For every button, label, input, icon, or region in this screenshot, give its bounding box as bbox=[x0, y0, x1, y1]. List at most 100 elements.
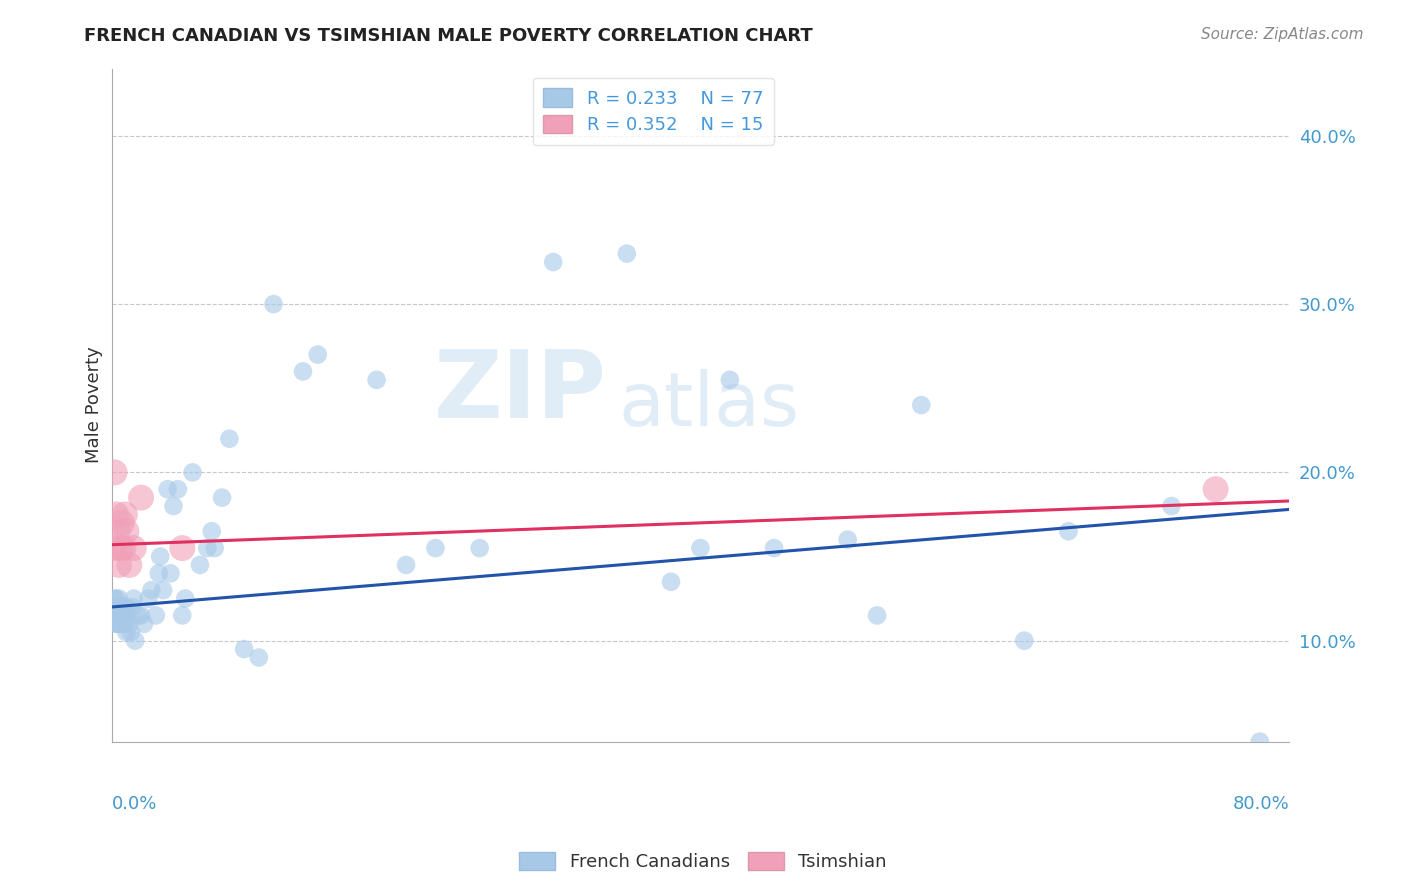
Point bbox=[121, 599, 143, 614]
Point bbox=[124, 633, 146, 648]
Point bbox=[425, 541, 447, 555]
Point bbox=[1205, 482, 1227, 496]
Point bbox=[1160, 499, 1182, 513]
Point bbox=[201, 524, 224, 539]
Point bbox=[616, 246, 638, 260]
Point bbox=[115, 524, 138, 539]
Point bbox=[115, 599, 138, 614]
Point bbox=[101, 599, 124, 614]
Point bbox=[307, 348, 329, 362]
Point bbox=[763, 541, 786, 555]
Point bbox=[118, 558, 141, 572]
Text: atlas: atlas bbox=[619, 368, 799, 442]
Point bbox=[541, 255, 564, 269]
Point bbox=[211, 491, 233, 505]
Point bbox=[162, 499, 184, 513]
Text: ZIP: ZIP bbox=[433, 345, 606, 438]
Point bbox=[659, 574, 682, 589]
Point bbox=[148, 566, 170, 581]
Y-axis label: Male Poverty: Male Poverty bbox=[86, 347, 103, 464]
Point bbox=[152, 583, 174, 598]
Point bbox=[156, 482, 179, 496]
Point bbox=[366, 373, 388, 387]
Point bbox=[105, 608, 128, 623]
Point bbox=[218, 432, 240, 446]
Point bbox=[114, 508, 136, 522]
Point bbox=[120, 625, 142, 640]
Point bbox=[105, 616, 128, 631]
Point bbox=[108, 591, 131, 606]
Text: 0.0%: 0.0% bbox=[111, 796, 157, 814]
Point bbox=[145, 608, 167, 623]
Point bbox=[172, 608, 194, 623]
Point bbox=[117, 608, 139, 623]
Point bbox=[114, 608, 136, 623]
Point bbox=[111, 616, 134, 631]
Point bbox=[111, 608, 134, 623]
Point bbox=[127, 608, 149, 623]
Point bbox=[122, 591, 145, 606]
Point bbox=[103, 591, 125, 606]
Point bbox=[110, 616, 132, 631]
Point bbox=[1249, 734, 1271, 748]
Legend: R = 0.233    N = 77, R = 0.352    N = 15: R = 0.233 N = 77, R = 0.352 N = 15 bbox=[533, 78, 775, 145]
Point bbox=[112, 599, 135, 614]
Point bbox=[122, 541, 145, 555]
Point bbox=[107, 524, 129, 539]
Point bbox=[138, 591, 160, 606]
Point bbox=[101, 541, 124, 555]
Point bbox=[247, 650, 270, 665]
Point bbox=[105, 599, 128, 614]
Point bbox=[115, 625, 138, 640]
Text: Source: ZipAtlas.com: Source: ZipAtlas.com bbox=[1201, 27, 1364, 42]
Point bbox=[101, 608, 124, 623]
Point bbox=[395, 558, 418, 572]
Point bbox=[910, 398, 932, 412]
Point bbox=[103, 466, 125, 480]
Point bbox=[107, 616, 129, 631]
Point bbox=[108, 616, 131, 631]
Point bbox=[468, 541, 491, 555]
Point bbox=[108, 608, 131, 623]
Point bbox=[689, 541, 711, 555]
Point bbox=[112, 608, 135, 623]
Point bbox=[110, 541, 132, 555]
Point bbox=[114, 616, 136, 631]
Point bbox=[172, 541, 194, 555]
Text: 80.0%: 80.0% bbox=[1233, 796, 1289, 814]
Point bbox=[195, 541, 218, 555]
Point bbox=[181, 466, 204, 480]
Point bbox=[129, 491, 152, 505]
Point bbox=[188, 558, 211, 572]
Point bbox=[159, 566, 181, 581]
Text: FRENCH CANADIAN VS TSIMSHIAN MALE POVERTY CORRELATION CHART: FRENCH CANADIAN VS TSIMSHIAN MALE POVERT… bbox=[84, 27, 813, 45]
Legend: French Canadians, Tsimshian: French Canadians, Tsimshian bbox=[512, 845, 894, 879]
Point bbox=[103, 599, 125, 614]
Point bbox=[118, 616, 141, 631]
Point bbox=[174, 591, 197, 606]
Point bbox=[837, 533, 859, 547]
Point bbox=[132, 616, 155, 631]
Point bbox=[107, 608, 129, 623]
Point bbox=[1057, 524, 1080, 539]
Point bbox=[111, 516, 134, 530]
Point bbox=[167, 482, 190, 496]
Point bbox=[204, 541, 226, 555]
Point bbox=[718, 373, 741, 387]
Point bbox=[233, 642, 256, 657]
Point bbox=[141, 583, 163, 598]
Point bbox=[149, 549, 172, 564]
Point bbox=[108, 558, 131, 572]
Point bbox=[105, 591, 128, 606]
Point bbox=[292, 364, 315, 378]
Point bbox=[105, 508, 128, 522]
Point bbox=[866, 608, 889, 623]
Point bbox=[108, 599, 131, 614]
Point bbox=[110, 608, 132, 623]
Point bbox=[112, 541, 135, 555]
Point bbox=[103, 608, 125, 623]
Point bbox=[129, 608, 152, 623]
Point bbox=[263, 297, 285, 311]
Point bbox=[1014, 633, 1036, 648]
Point bbox=[110, 599, 132, 614]
